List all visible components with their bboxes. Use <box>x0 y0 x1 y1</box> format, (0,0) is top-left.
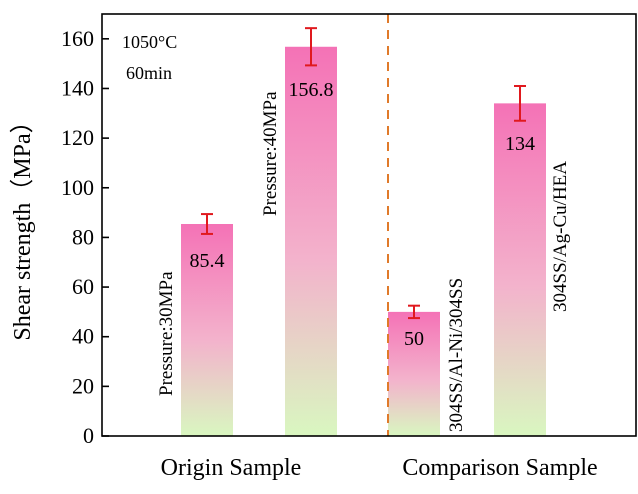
condition-temperature: 1050°C <box>122 32 177 52</box>
plot-frame <box>101 13 637 437</box>
bar-category-label: 304SS/Ag-Cu/HEA <box>550 161 571 312</box>
y-tick-label: 120 <box>61 125 94 150</box>
y-tick-label: 20 <box>72 373 94 398</box>
group-label-comparison: Comparison Sample <box>402 455 597 481</box>
y-tick-label: 100 <box>61 175 94 200</box>
y-tick-label: 0 <box>83 423 94 448</box>
y-tick-label: 160 <box>61 26 94 51</box>
bar <box>388 311 440 436</box>
y-axis-ticks: 0 20 40 60 80 100 120 140 160 <box>61 26 109 448</box>
bar <box>181 224 233 436</box>
bar-value-label: 50 <box>404 328 424 350</box>
bar-value-label: 134 <box>505 133 535 155</box>
bars-layer <box>181 46 546 436</box>
bar <box>285 46 337 436</box>
y-axis-title: Shear strength（MPa） <box>10 109 36 340</box>
y-tick-label: 80 <box>72 224 94 249</box>
bar-category-label: Pressure:30MPa <box>156 271 177 396</box>
bar <box>494 103 546 436</box>
bar-value-label: 156.8 <box>289 79 334 101</box>
y-tick-label: 60 <box>72 274 94 299</box>
group-label-origin: Origin Sample <box>161 455 302 481</box>
condition-time: 60min <box>126 63 172 83</box>
bar-category-label: Pressure:40MPa <box>260 91 281 216</box>
y-tick-label: 140 <box>61 75 94 100</box>
bar-value-label: 85.4 <box>190 250 225 272</box>
error-bars-layer <box>201 27 526 320</box>
bar-category-label: 304SS/Al-Ni/304SS <box>446 278 467 432</box>
y-tick-label: 40 <box>72 324 94 349</box>
